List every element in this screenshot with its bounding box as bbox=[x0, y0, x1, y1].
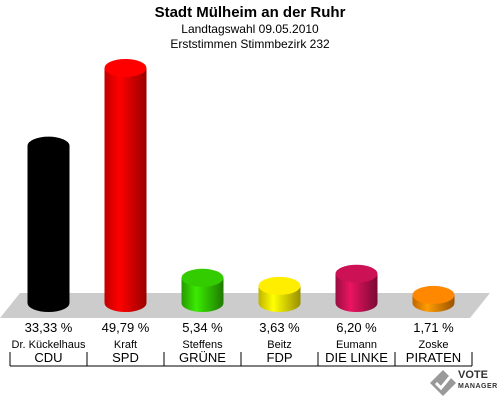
bar-die-linke bbox=[335, 264, 378, 312]
vote-manager-wordmark: VOTE MANAGER bbox=[458, 370, 498, 392]
chart-subtitle-date: Landtagswahl 09.05.2010 bbox=[181, 22, 319, 36]
chart-subtitle-district: Erststimmen Stimmbezirk 232 bbox=[170, 37, 330, 51]
chart-title: Stadt Mülheim an der Ruhr bbox=[154, 4, 346, 21]
value-label: 5,34 % bbox=[182, 320, 223, 335]
chart-header: Stadt Mülheim an der Ruhr Landtagswahl 0… bbox=[0, 0, 500, 52]
candidate-label: Kraft bbox=[113, 339, 138, 351]
party-labels: CDU SPD GRÜNE FDP DIE LINKE PIRATEN bbox=[0, 350, 500, 365]
party-label: SPD bbox=[112, 350, 139, 365]
value-label: 6,20 % bbox=[336, 320, 377, 335]
party-label: CDU bbox=[34, 350, 63, 365]
logo-name: VOTE bbox=[458, 369, 488, 381]
party-label: GRÜNE bbox=[179, 350, 226, 365]
party-label: PIRATEN bbox=[405, 350, 462, 365]
candidate-label: Zoske bbox=[418, 339, 449, 351]
candidate-label: Dr. Kückelhaus bbox=[11, 339, 86, 351]
party-label: DIE LINKE bbox=[325, 350, 388, 365]
value-label: 3,63 % bbox=[259, 320, 300, 335]
party-label: FDP bbox=[266, 350, 293, 365]
candidate-label: Beitz bbox=[267, 339, 292, 351]
bar-piraten bbox=[412, 285, 455, 312]
bar-spd bbox=[104, 58, 147, 312]
value-label: 1,71 % bbox=[413, 320, 454, 335]
candidate-label: Eumann bbox=[336, 339, 377, 351]
candidate-label: Steffens bbox=[182, 339, 223, 351]
vote-manager-logo bbox=[430, 370, 456, 396]
bar-fdp bbox=[258, 276, 301, 312]
logo-sub: MANAGER bbox=[458, 383, 498, 390]
value-label: 33,33 % bbox=[24, 320, 73, 335]
bar-cdu bbox=[27, 136, 70, 312]
candidate-labels: Dr. Kückelhaus Kraft Steffens Beitz Eumann Zo… bbox=[0, 339, 500, 351]
value-label: 49,79 % bbox=[101, 320, 150, 335]
bar-gr-ne bbox=[181, 268, 224, 312]
